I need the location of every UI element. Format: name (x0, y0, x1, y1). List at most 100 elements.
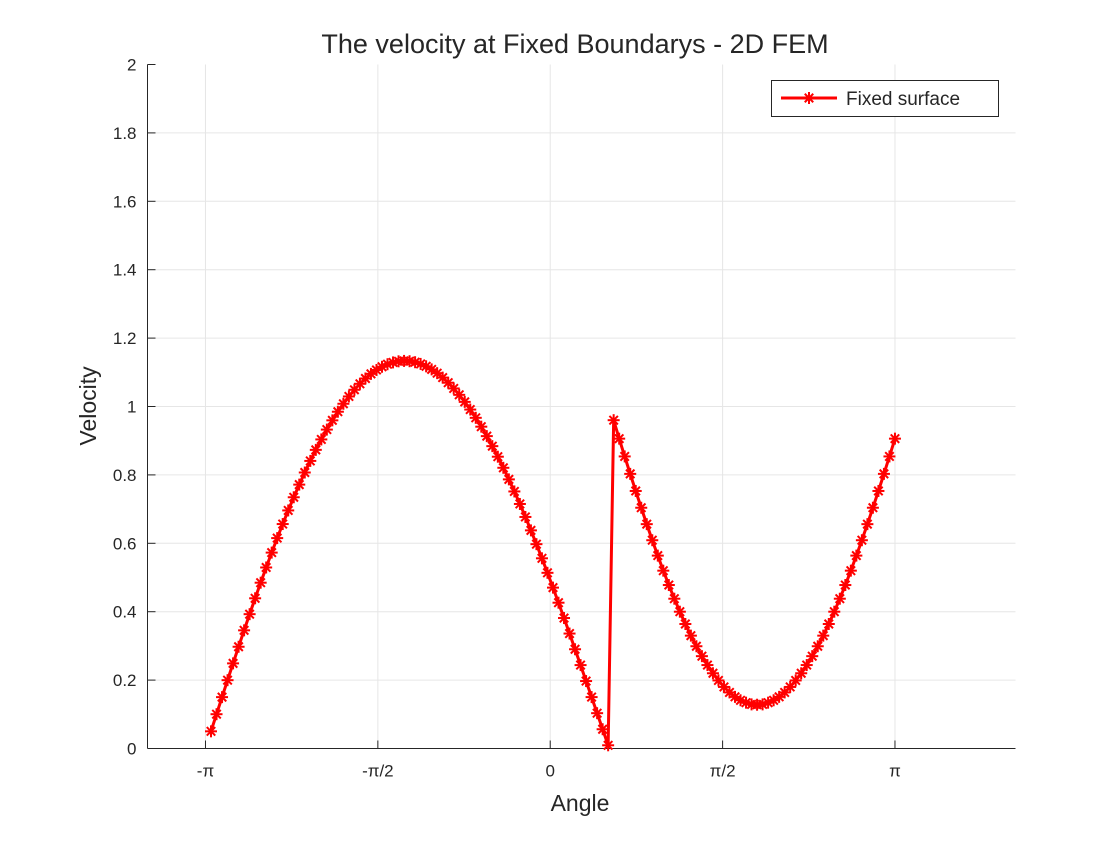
data-point (673, 605, 686, 618)
data-point (569, 643, 582, 656)
data-point-stroke (564, 628, 575, 639)
data-point (635, 501, 648, 514)
data-point (210, 708, 223, 721)
data-point-stroke (559, 613, 569, 623)
data-point-stroke (713, 675, 724, 686)
data-point-stroke (862, 519, 873, 530)
data-point-stroke (228, 658, 239, 669)
data-point (888, 432, 901, 445)
data-point-stroke (845, 565, 856, 576)
data-point (668, 592, 681, 605)
data-point-stroke (856, 535, 867, 546)
data-point-stroke (647, 535, 658, 546)
data-point-stroke (476, 421, 487, 432)
legend-label: Fixed surface (846, 89, 960, 110)
data-point-stroke (244, 609, 255, 620)
data-point (795, 667, 808, 680)
data-point (464, 403, 477, 416)
data-point (320, 423, 333, 436)
data-point-stroke (415, 358, 426, 369)
data-point (850, 549, 863, 562)
data-point (618, 450, 631, 463)
data-point-stroke (884, 451, 895, 462)
data-point (469, 411, 482, 424)
data-point (502, 473, 515, 486)
data-point (883, 450, 896, 463)
y-tick-label: 1 (127, 398, 136, 417)
x-axis-label: Angle (551, 790, 610, 816)
x-tick-label: 0 (545, 762, 554, 781)
data-point (679, 618, 692, 631)
data-point-stroke (299, 467, 310, 478)
tick-labels: 0 0.2 0.4 0.6 0.8 1 1.2 1.4 1.6 1.8 2 -π -π/2 0 π/2 π (113, 56, 901, 781)
data-point-stroke (492, 451, 503, 462)
data-point-stroke (757, 699, 768, 710)
data-point-stroke (548, 582, 558, 593)
data-point-stroke (487, 441, 498, 452)
y-tick-label: 0 (127, 740, 136, 759)
data-point (227, 657, 240, 670)
data-point (706, 667, 719, 680)
data-point (811, 640, 824, 653)
data-point-stroke (878, 468, 889, 479)
data-point (574, 659, 587, 672)
data-point (205, 725, 218, 738)
data-point (789, 674, 802, 687)
data-point-stroke (669, 593, 680, 604)
x-tick-label: π/2 (710, 762, 736, 781)
data-point-stroke (217, 692, 227, 703)
data-point-stroke (481, 431, 492, 442)
x-tick-label: -π (197, 762, 214, 781)
data-point-stroke (641, 519, 652, 530)
data-point-stroke (829, 606, 840, 617)
data-point-stroke (250, 593, 261, 604)
data-point-stroke (812, 641, 823, 652)
data-point-stroke (426, 364, 437, 375)
data-point (828, 605, 841, 618)
data-point-stroke (840, 580, 851, 590)
data-point (221, 674, 234, 687)
data-point (585, 691, 598, 704)
data-point-stroke (294, 479, 305, 490)
data-point (243, 608, 256, 621)
y-tick-label: 1.8 (113, 124, 137, 143)
data-point-stroke (691, 641, 702, 652)
data-point-stroke (239, 625, 250, 636)
data-point (872, 484, 885, 497)
data-point (740, 696, 753, 709)
data-point (877, 467, 890, 480)
data-point (866, 501, 879, 514)
data-point-stroke (685, 630, 696, 641)
x-tick-label: -π/2 (362, 762, 394, 781)
data-point-stroke (702, 660, 713, 671)
data-point-stroke (421, 361, 432, 372)
data-point (287, 491, 300, 504)
data-point-stroke (283, 505, 294, 516)
data-point-stroke (261, 562, 272, 573)
data-point (249, 592, 262, 605)
data-point (855, 534, 868, 547)
chart-title: The velocity at Fixed Boundarys - 2D FEM (321, 29, 828, 59)
data-point (331, 405, 344, 418)
data-point (475, 420, 488, 433)
data-point (646, 534, 659, 547)
data-point-stroke (873, 486, 884, 496)
data-point (624, 467, 637, 480)
data-point-stroke (581, 676, 592, 687)
data-point-stroke (575, 660, 586, 671)
data-point-stroke (851, 550, 862, 561)
data-point (657, 564, 670, 577)
data-point-stroke (437, 372, 448, 383)
y-tick-label: 0.4 (113, 603, 137, 622)
data-point (690, 640, 703, 653)
data-point (580, 675, 593, 688)
data-point-stroke (707, 668, 718, 679)
data-point (238, 624, 251, 637)
data-point (353, 377, 366, 390)
data-point-stroke (823, 619, 834, 629)
data-point-stroke (730, 691, 740, 702)
data-point-stroke (807, 651, 818, 662)
data-point-stroke (570, 644, 580, 655)
data-point-stroke (890, 433, 900, 444)
data-point-stroke (630, 486, 641, 496)
